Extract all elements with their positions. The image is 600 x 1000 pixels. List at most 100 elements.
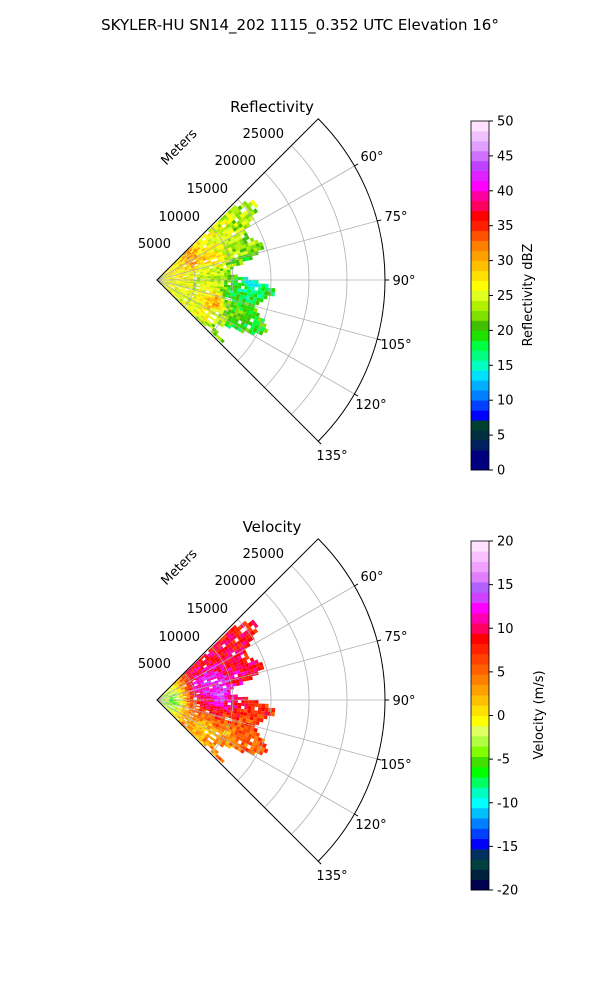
echo-cell xyxy=(227,274,232,278)
echo-cell xyxy=(213,273,218,277)
echo-cell xyxy=(216,719,221,724)
echo-cell xyxy=(200,701,204,704)
echo-cell xyxy=(214,242,219,247)
angle-tick: 120° xyxy=(355,398,386,413)
echo-cell xyxy=(171,272,175,275)
echo-cell xyxy=(169,278,173,280)
echo-cell xyxy=(219,288,224,292)
echo-cell xyxy=(172,291,176,295)
echo-cell xyxy=(254,659,259,665)
echo-cell xyxy=(218,725,223,729)
echo-cell xyxy=(210,285,214,288)
echo-cell xyxy=(245,739,250,745)
echo-cell xyxy=(188,723,193,727)
echo-cell xyxy=(224,700,228,703)
echo-cell xyxy=(220,272,225,276)
range-tick: 25000 xyxy=(243,547,284,562)
echo-cell xyxy=(208,660,213,665)
echo-cell xyxy=(181,301,185,305)
echo-cell xyxy=(165,697,170,699)
echo-cell xyxy=(176,702,180,704)
echo-cell xyxy=(179,276,184,278)
echo-cell xyxy=(214,225,220,231)
echo-cell xyxy=(213,668,218,673)
echo-cell xyxy=(179,701,184,703)
echo-cell xyxy=(202,742,207,747)
echo-cell xyxy=(229,636,235,642)
echo-cell xyxy=(207,671,212,676)
echo-cell xyxy=(171,692,175,695)
echo-cell xyxy=(180,291,184,294)
echo-cell xyxy=(199,704,204,707)
echo-cell xyxy=(164,272,168,275)
echo-cell xyxy=(168,694,173,697)
echo-cell xyxy=(207,228,213,233)
echo-cell xyxy=(241,276,245,280)
echo-cell xyxy=(232,227,238,232)
echo-cell xyxy=(202,249,207,254)
echo-cell xyxy=(207,732,212,736)
echo-cell xyxy=(173,290,177,293)
echo-cell xyxy=(242,631,248,637)
echo-cell xyxy=(210,236,215,241)
angle-tick: 75° xyxy=(384,210,407,225)
echo-cell xyxy=(179,275,183,277)
sector-frame xyxy=(156,118,386,442)
echo-cell xyxy=(246,736,252,742)
echo-cell xyxy=(168,694,172,696)
colorbar-segment xyxy=(471,370,489,381)
echo-cell xyxy=(251,742,256,748)
echo-cell xyxy=(210,670,215,674)
echo-cell xyxy=(237,625,243,631)
echo-cell xyxy=(205,247,210,252)
echo-cell xyxy=(196,270,200,274)
echo-cell xyxy=(197,721,202,726)
echo-cell xyxy=(188,710,192,713)
echo-cell xyxy=(165,694,169,697)
echo-cell xyxy=(224,232,229,238)
echo-cell xyxy=(162,699,167,700)
echo-cell xyxy=(191,246,196,250)
range-tick: 5000 xyxy=(138,657,171,672)
echo-cell xyxy=(206,669,211,674)
echo-cell xyxy=(234,664,239,669)
echo-cell xyxy=(219,310,224,315)
echo-cell xyxy=(242,657,247,662)
echo-cell xyxy=(243,322,249,328)
echo-cell xyxy=(186,702,190,704)
echo-cell xyxy=(248,741,253,746)
echo-cell xyxy=(205,255,210,259)
echo-cell xyxy=(205,319,211,324)
echo-cell xyxy=(185,706,190,708)
echo-cell xyxy=(168,273,172,275)
echo-cell xyxy=(199,284,204,287)
echo-cell xyxy=(198,250,203,254)
echo-cell xyxy=(257,290,262,295)
echo-cell xyxy=(226,219,232,224)
echo-cell xyxy=(223,707,228,710)
echo-cell xyxy=(179,282,184,284)
colorbar-segment xyxy=(471,350,489,361)
echo-cell xyxy=(245,246,251,251)
colorbar-segment xyxy=(471,633,489,645)
echo-cell xyxy=(200,281,204,284)
colorbar-tick-label: 35 xyxy=(497,219,514,234)
echo-cell xyxy=(162,281,166,284)
echo-cell xyxy=(176,260,180,264)
echo-cell xyxy=(196,273,201,276)
echo-cell xyxy=(217,223,222,228)
echo-cell xyxy=(163,285,167,289)
echo-cell xyxy=(162,276,166,278)
echo-cell xyxy=(199,731,204,736)
echo-cell xyxy=(194,244,199,248)
echo-cell xyxy=(236,291,241,295)
echo-cell xyxy=(237,285,242,289)
echo-cell xyxy=(226,687,231,691)
echo-cell xyxy=(213,691,218,695)
echo-cell xyxy=(228,306,234,311)
echo-cell xyxy=(220,690,224,694)
echo-cell xyxy=(239,213,245,219)
echo-cell xyxy=(220,728,225,733)
echo-cell xyxy=(196,296,201,300)
echo-cell xyxy=(240,671,245,676)
